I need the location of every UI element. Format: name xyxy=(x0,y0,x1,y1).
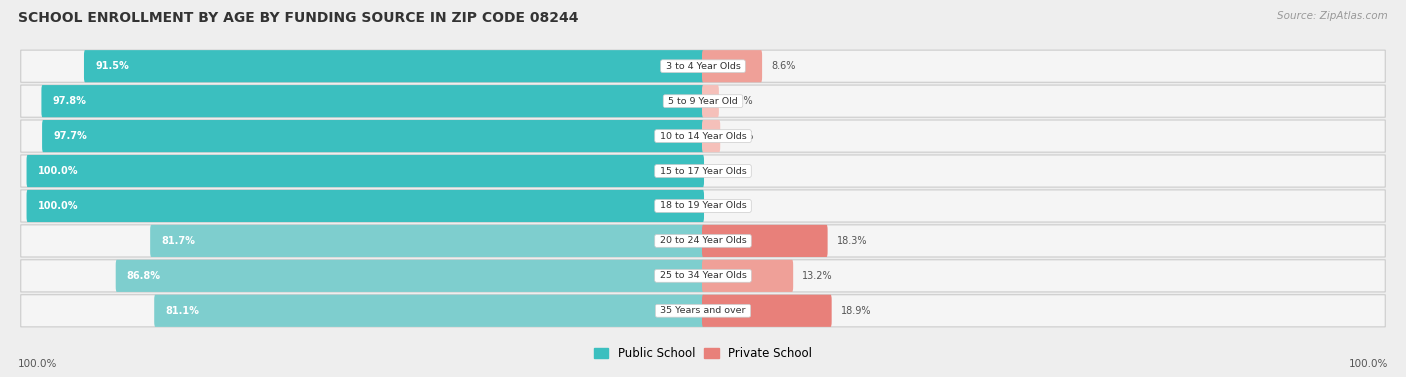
FancyBboxPatch shape xyxy=(21,50,1385,82)
Text: 100.0%: 100.0% xyxy=(18,359,58,369)
Text: 100.0%: 100.0% xyxy=(38,201,79,211)
Text: 15 to 17 Year Olds: 15 to 17 Year Olds xyxy=(657,167,749,176)
FancyBboxPatch shape xyxy=(702,120,720,152)
FancyBboxPatch shape xyxy=(21,155,1385,187)
Text: 10 to 14 Year Olds: 10 to 14 Year Olds xyxy=(657,132,749,141)
Text: 2.2%: 2.2% xyxy=(728,96,752,106)
FancyBboxPatch shape xyxy=(21,295,1385,327)
FancyBboxPatch shape xyxy=(702,50,762,82)
Text: 13.2%: 13.2% xyxy=(803,271,832,281)
FancyBboxPatch shape xyxy=(702,295,832,327)
Text: 0.0%: 0.0% xyxy=(713,201,738,211)
FancyBboxPatch shape xyxy=(42,120,704,152)
FancyBboxPatch shape xyxy=(27,190,704,222)
Text: 18.9%: 18.9% xyxy=(841,306,872,316)
Text: 18.3%: 18.3% xyxy=(837,236,868,246)
Text: 25 to 34 Year Olds: 25 to 34 Year Olds xyxy=(657,271,749,280)
Text: 91.5%: 91.5% xyxy=(96,61,129,71)
Text: 81.1%: 81.1% xyxy=(166,306,200,316)
Text: 97.7%: 97.7% xyxy=(53,131,87,141)
FancyBboxPatch shape xyxy=(150,225,704,257)
Text: 97.8%: 97.8% xyxy=(52,96,86,106)
FancyBboxPatch shape xyxy=(155,295,704,327)
FancyBboxPatch shape xyxy=(21,190,1385,222)
Text: Source: ZipAtlas.com: Source: ZipAtlas.com xyxy=(1277,11,1388,21)
Text: 81.7%: 81.7% xyxy=(162,236,195,246)
FancyBboxPatch shape xyxy=(21,120,1385,152)
FancyBboxPatch shape xyxy=(115,260,704,292)
Text: SCHOOL ENROLLMENT BY AGE BY FUNDING SOURCE IN ZIP CODE 08244: SCHOOL ENROLLMENT BY AGE BY FUNDING SOUR… xyxy=(18,11,579,25)
FancyBboxPatch shape xyxy=(27,155,704,187)
Text: 20 to 24 Year Olds: 20 to 24 Year Olds xyxy=(657,236,749,245)
Text: 2.4%: 2.4% xyxy=(730,131,754,141)
Text: 5 to 9 Year Old: 5 to 9 Year Old xyxy=(665,97,741,106)
FancyBboxPatch shape xyxy=(21,225,1385,257)
Text: 86.8%: 86.8% xyxy=(127,271,160,281)
Text: 100.0%: 100.0% xyxy=(38,166,79,176)
FancyBboxPatch shape xyxy=(702,260,793,292)
Text: 3 to 4 Year Olds: 3 to 4 Year Olds xyxy=(662,62,744,71)
FancyBboxPatch shape xyxy=(702,225,828,257)
FancyBboxPatch shape xyxy=(84,50,704,82)
Text: 0.0%: 0.0% xyxy=(713,166,738,176)
FancyBboxPatch shape xyxy=(21,85,1385,117)
FancyBboxPatch shape xyxy=(702,85,718,117)
Text: 35 Years and over: 35 Years and over xyxy=(657,306,749,315)
Text: 100.0%: 100.0% xyxy=(1348,359,1388,369)
FancyBboxPatch shape xyxy=(41,85,704,117)
Legend: Public School, Private School: Public School, Private School xyxy=(593,347,813,360)
Text: 18 to 19 Year Olds: 18 to 19 Year Olds xyxy=(657,201,749,210)
FancyBboxPatch shape xyxy=(21,260,1385,292)
Text: 8.6%: 8.6% xyxy=(772,61,796,71)
